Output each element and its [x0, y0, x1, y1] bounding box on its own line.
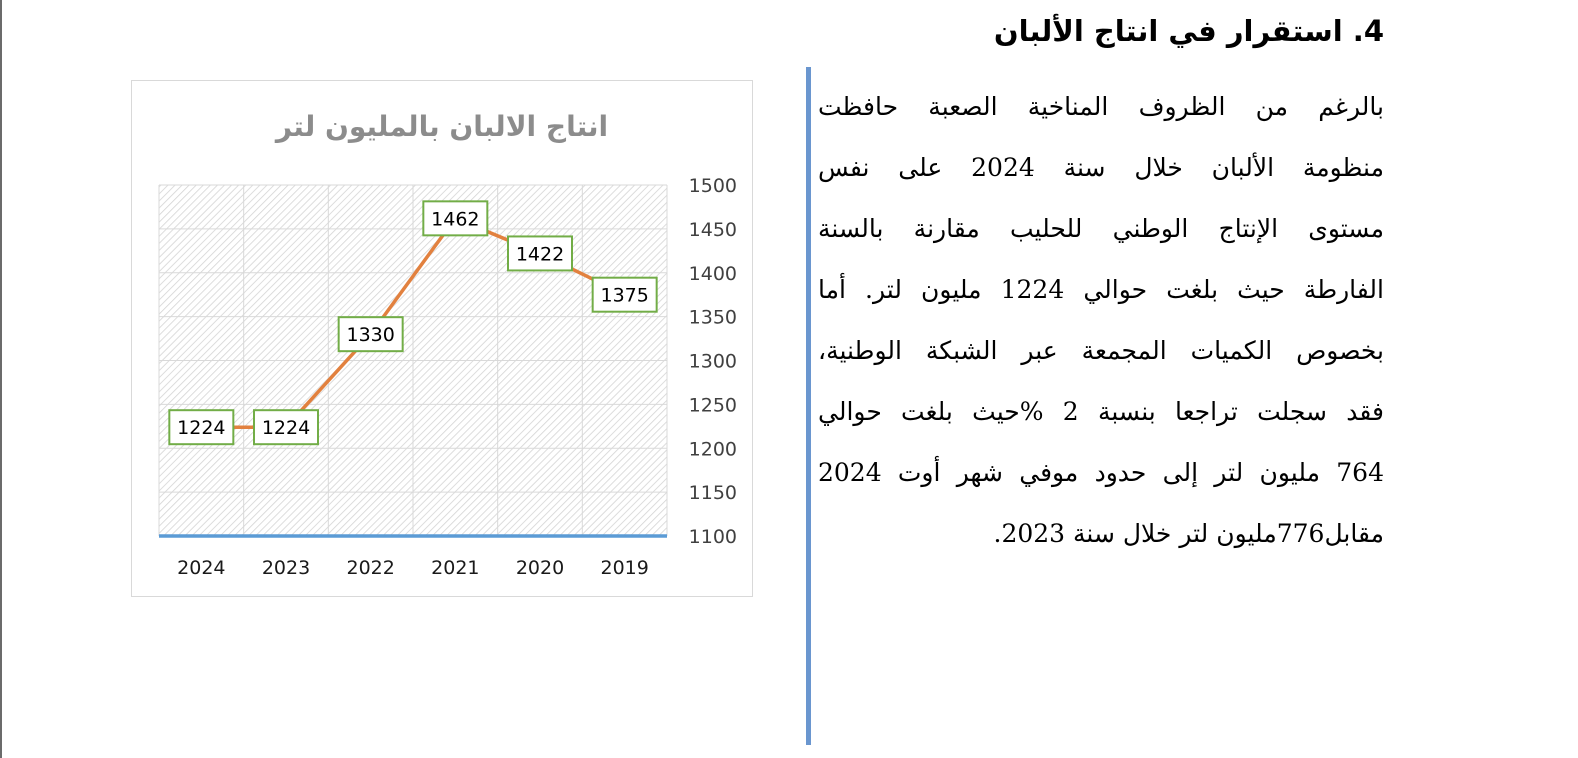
data-label-box: [337, 316, 404, 353]
x-axis-ticks: 2019 2020 2021 2022 2023 2024: [177, 557, 649, 579]
paragraph-line: الفارطة حيث بلغت حوالي 1224 مليون لتر. أ…: [818, 275, 1384, 304]
y-tick-label: 1400: [689, 263, 737, 285]
data-label-box: [591, 276, 658, 313]
data-label: 1422: [507, 235, 573, 272]
gridlines: [158, 184, 668, 537]
x-tick-label: 2023: [262, 557, 310, 579]
data-label: 1330: [337, 316, 404, 353]
paragraph-line: مقابل776مليون لتر خلال سنة 2023.: [993, 519, 1384, 548]
chart-title: انتاج الالبان بالمليون لتر: [274, 110, 608, 144]
line-chart: انتاج الالبان بالمليون لتر 1100115012001…: [158, 110, 737, 579]
y-tick-label: 1150: [689, 482, 737, 504]
y-tick-label: 1250: [689, 394, 737, 416]
paragraph-line: مستوى الإنتاج الوطني للحليب مقارنة بالسن…: [818, 214, 1384, 243]
paragraph-line: بخصوص الكميات المجمعة عبر الشبكة الوطنية…: [818, 336, 1384, 365]
data-label-box: [422, 200, 489, 237]
data-label-value: 1330: [346, 324, 394, 346]
data-label-box: [253, 409, 319, 446]
data-label-box: [168, 409, 235, 446]
y-tick-label: 1350: [689, 307, 737, 329]
data-label-value: 1422: [516, 243, 564, 265]
x-tick-label: 2020: [516, 557, 564, 579]
paragraph-line: فقد سجلت تراجعا بنسبة 2 %حيث بلغت حوالي: [818, 397, 1384, 426]
page-left-edge: [0, 0, 2, 758]
y-tick-label: 1300: [689, 351, 737, 373]
x-tick-label: 2019: [600, 557, 648, 579]
body-paragraph: بالرغم من الظروف المناخية الصعبة حافظت م…: [818, 76, 1384, 564]
data-label-box: [507, 235, 573, 272]
data-label: 1224: [253, 409, 319, 446]
data-label-value: 1462: [431, 208, 479, 230]
y-tick-label: 1200: [689, 438, 737, 460]
data-labels: 1375 1422 1462 1330 1224 1224: [168, 200, 658, 446]
section-heading: 4. استقرار في انتاج الألبان: [993, 14, 1384, 48]
paragraph-line: منظومة الألبان خلال سنة 2024 على نفس: [818, 153, 1384, 182]
vertical-divider: [806, 67, 811, 745]
paragraph-line: بالرغم من الظروف المناخية الصعبة حافظت: [818, 92, 1384, 121]
y-tick-label: 1450: [689, 219, 737, 241]
y-tick-label: 1500: [689, 175, 737, 197]
data-label: 1375: [591, 276, 658, 313]
data-label-value: 1375: [600, 285, 648, 307]
x-tick-label: 2021: [431, 557, 479, 579]
x-tick-label: 2024: [177, 557, 225, 579]
data-label: 1462: [422, 200, 489, 237]
data-label-value: 1224: [177, 417, 225, 439]
x-tick-label: 2022: [346, 557, 394, 579]
paragraph-line: 764 مليون لتر إلى حدود موفي شهر أوت 2024: [818, 458, 1384, 487]
data-label: 1224: [168, 409, 235, 446]
y-tick-label: 1100: [689, 526, 737, 548]
data-label-value: 1224: [262, 417, 310, 439]
y-axis-ticks: 1100 1150 1200 1250 1300 1350 1400 1450 1500: [689, 175, 737, 548]
